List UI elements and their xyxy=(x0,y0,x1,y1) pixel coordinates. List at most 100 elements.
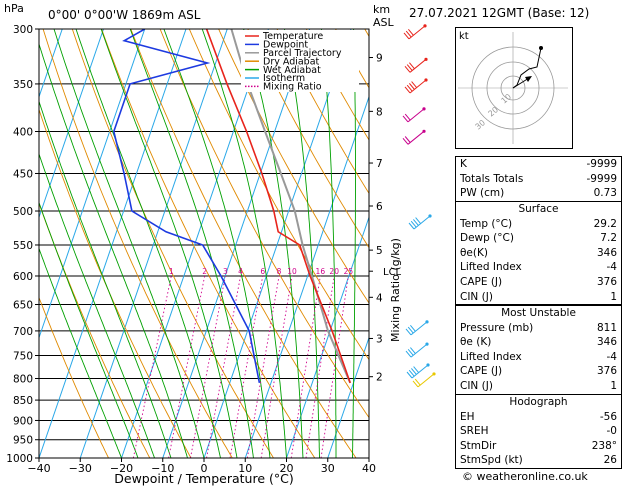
asl-label: ASL xyxy=(373,16,395,29)
wind-barb-staff xyxy=(417,373,435,388)
table-row: EH -56 xyxy=(460,410,617,423)
background-lines xyxy=(39,29,452,458)
pressure-tick-label: 750 xyxy=(13,350,33,362)
mixing-ratio-line xyxy=(260,275,293,458)
wind-barb-flag xyxy=(405,328,412,336)
isotherm-line xyxy=(39,29,104,219)
wind-barb-flag xyxy=(407,326,414,334)
wet-adiabat-line xyxy=(129,29,254,458)
table-row: StmDir 238° xyxy=(460,439,617,452)
table-row: Lifted Index -4 xyxy=(460,350,617,363)
dry-adiabat-line xyxy=(188,29,369,361)
dry-adiabat-line xyxy=(39,202,151,458)
mixing-ratio-line xyxy=(168,275,206,458)
storm-motion-arrow xyxy=(512,77,530,89)
wind-barb-flag xyxy=(406,84,413,92)
wet-adiabat-line xyxy=(284,29,320,458)
legend-label: Temperature xyxy=(262,31,323,42)
wind-barb-flag xyxy=(413,366,419,373)
storm-motion-arrowhead xyxy=(525,76,532,82)
wet-adiabat-line xyxy=(368,442,369,458)
dry-adiabat-line xyxy=(276,29,369,195)
wind-barb-flag xyxy=(402,137,409,145)
wind-barb-flag xyxy=(409,83,415,90)
wind-barb-staff xyxy=(407,130,425,145)
wind-barb-flag xyxy=(413,219,419,226)
legend-label: Parcel Trajectory xyxy=(263,48,342,59)
mixing-ratio-label: 16 xyxy=(316,267,326,276)
wind-barbs xyxy=(402,24,436,388)
pressure-tick-label: 800 xyxy=(13,373,33,385)
mixing-ratio-line xyxy=(305,275,335,458)
wet-adiabat-line xyxy=(100,29,238,458)
pressure-tick-label: 900 xyxy=(13,415,33,427)
x-tick-label: 10 xyxy=(238,462,252,475)
isotherm-line xyxy=(79,29,228,458)
wet-adiabat-line xyxy=(39,152,155,458)
wind-barb-flag xyxy=(410,324,416,332)
pressure-tick-label: 550 xyxy=(13,240,33,252)
table-row: Temp (°C) 29.2 xyxy=(460,217,617,230)
mixing-ratio-label: 6 xyxy=(260,267,265,276)
mixing-ratio-line xyxy=(246,275,280,458)
pressure-tick-label: 300 xyxy=(13,24,33,36)
wind-barb-flag xyxy=(408,369,415,377)
wind-barb-flag xyxy=(410,347,416,354)
wet-adiabat-line xyxy=(39,42,188,458)
mixing-ratio-label: 2 xyxy=(202,267,207,276)
wind-barb-flag xyxy=(415,217,421,224)
wind-barb-flag xyxy=(408,28,414,36)
wind-barb-flag xyxy=(404,113,411,121)
pressure-tick-label: 350 xyxy=(13,79,33,91)
mixing-ratio-line xyxy=(132,275,172,458)
mixing-ratio-label: 8 xyxy=(277,267,282,276)
wind-barb-flag xyxy=(402,115,409,123)
x-tick-label: 20 xyxy=(280,462,294,475)
x-tick-label: 40 xyxy=(362,462,376,475)
mixing-ratio-label: 25 xyxy=(344,267,354,276)
isotherm-line xyxy=(121,29,269,458)
wind-barb-dot xyxy=(422,107,426,111)
x-tick-label: 0 xyxy=(201,462,208,475)
legend-label: Mixing Ratio xyxy=(263,82,322,93)
wind-barb-staff xyxy=(410,321,428,336)
mixing-ratio-label: 20 xyxy=(329,267,339,276)
hodograph-table: Hodograph EH -56 SREH -0 StmDir 238° StmSpd… xyxy=(455,394,622,469)
wind-barb-staff xyxy=(409,79,427,94)
wind-barb-flag xyxy=(404,65,411,73)
copyright-footer: © weatheronline.co.uk xyxy=(462,470,588,483)
pressure-tick-label: 500 xyxy=(13,206,33,218)
legend-label: Dewpoint xyxy=(263,40,308,51)
wind-barb-staff xyxy=(408,25,426,40)
datetime-title: 27.07.2021 12GMT (Base: 12) xyxy=(409,6,590,20)
wind-barb-flag xyxy=(403,32,410,40)
legend-label: Dry Adiabat xyxy=(263,56,320,67)
dry-adiabat-line xyxy=(42,29,233,458)
table-row: PW (cm) 0.73 xyxy=(460,187,617,200)
axis-layer: 3003504004505005506006507007508008509009… xyxy=(6,24,401,475)
wind-barb-flag xyxy=(404,86,411,94)
isotherm-line xyxy=(286,215,369,458)
mixing-ratio-axis-title: Mixing Ratio (g/kg) xyxy=(389,238,402,342)
wind-barb-flag xyxy=(410,220,417,228)
dry-adiabat-line xyxy=(39,108,192,458)
dry-adiabat-line xyxy=(218,29,369,304)
isotherm-line xyxy=(162,29,311,458)
km-tick-label: 5 xyxy=(376,245,383,257)
wind-barb-flag xyxy=(406,64,413,71)
wind-barb-dot xyxy=(425,342,429,346)
table-row: θe(K) 346 xyxy=(460,246,617,259)
pressure-tick-label: 950 xyxy=(13,435,33,447)
dry-adiabat-line xyxy=(394,29,452,458)
dry-adiabat-line xyxy=(364,29,369,38)
wet-adiabat-line xyxy=(352,29,356,458)
wind-barb-staff xyxy=(407,108,425,123)
location-title: 0°00' 0°00'W 1869m ASL xyxy=(48,8,201,22)
table-row: StmSpd (kt) 26 xyxy=(460,454,617,467)
wet-adiabat-line xyxy=(53,29,205,458)
pressure-tick-label: 700 xyxy=(13,326,33,338)
pressure-tick-label: 650 xyxy=(13,300,33,312)
pressure-tick-label: 850 xyxy=(13,395,33,407)
table-row: θe (K) 346 xyxy=(460,336,617,349)
pressure-tick-label: 1000 xyxy=(6,453,33,465)
